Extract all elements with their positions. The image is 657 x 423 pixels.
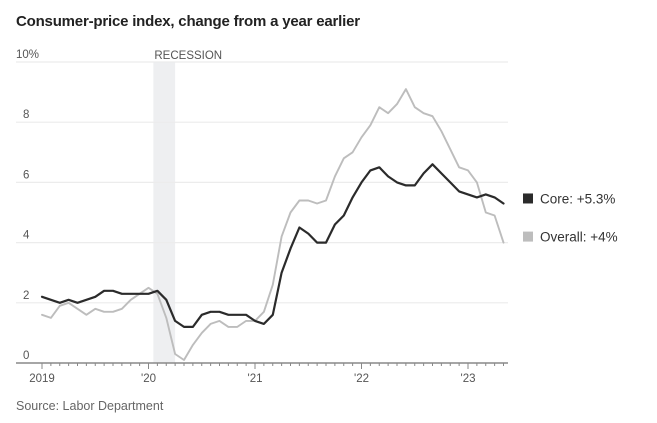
x-tick-label: '23 <box>461 373 476 385</box>
gridlines <box>16 61 508 304</box>
y-tick-label: 10% <box>16 49 39 61</box>
series-lines <box>40 88 505 361</box>
y-tick-label: 2 <box>23 290 29 302</box>
x-tick-label: '20 <box>141 373 156 385</box>
x-tick-label: '21 <box>248 373 263 385</box>
y-tick-label: 4 <box>23 230 30 242</box>
y-tick-label: 8 <box>23 109 29 121</box>
legend-label-overall: Overall: +4% <box>540 230 618 245</box>
y-tick-label: 6 <box>23 169 29 181</box>
series-line-core <box>40 163 505 328</box>
source-note: Source: Labor Department <box>16 399 164 413</box>
recession-label: RECESSION <box>154 50 222 62</box>
recession-band <box>153 62 176 363</box>
x-tick-label: 2019 <box>29 373 55 385</box>
legend: Core: +5.3% Overall: +4% <box>523 191 618 245</box>
legend-label-core: Core: +5.3% <box>540 191 615 206</box>
chart-title: Consumer-price index, change from a year… <box>16 13 360 30</box>
x-tick-label: '22 <box>354 373 369 385</box>
y-axis-labels: 10% 8 6 4 2 0 <box>16 49 39 362</box>
x-axis: 2019 '20 '21 '22 '23 <box>16 362 508 385</box>
series-line-overall <box>41 88 505 361</box>
recession-band-layer: RECESSION <box>153 50 222 363</box>
legend-swatch-core <box>523 193 533 204</box>
legend-swatch-overall <box>523 231 533 242</box>
y-tick-label: 0 <box>23 350 29 362</box>
